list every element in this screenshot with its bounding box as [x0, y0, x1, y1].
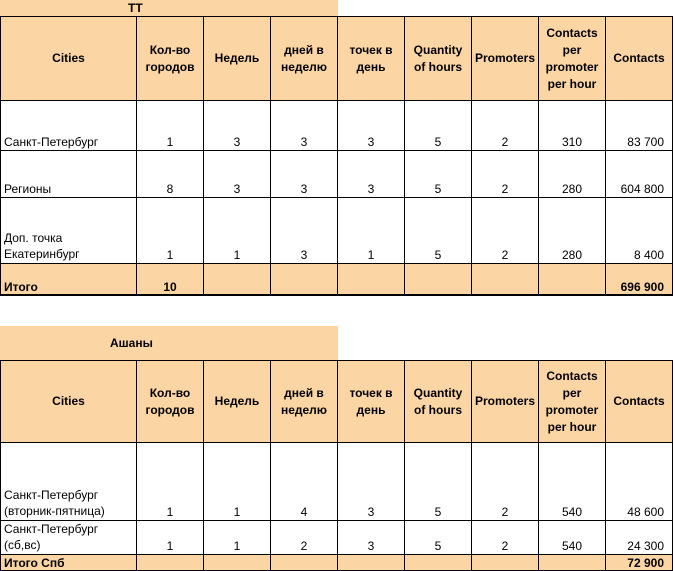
count-cell: 1 — [136, 520, 204, 555]
days-cell: 2 — [270, 520, 338, 555]
points-cell: 3 — [337, 100, 405, 151]
table-row: Санкт-Петербург 1 3 3 3 5 2 310 83 700 — [0, 100, 673, 151]
total-contacts: 72 900 — [605, 554, 673, 571]
hours-cell: 5 — [404, 442, 472, 521]
cph-cell: 310 — [538, 100, 606, 151]
header-contacts-per-hour: Contacts per promoter per hour — [538, 360, 606, 443]
tt-header-row: Cities Кол-во городов Недель дней в неде… — [0, 16, 673, 101]
header-points-per-day: точек в день — [337, 360, 405, 443]
contacts-cell: 83 700 — [605, 100, 673, 151]
cph-cell: 280 — [538, 197, 606, 264]
header-promoters: Promoters — [471, 360, 539, 443]
header-cities: Cities — [0, 16, 137, 101]
city-cell: Доп. точка Екатеринбург — [0, 197, 137, 264]
table-row: Санкт-Петербург (вторник-пятница) 1 1 4 … — [0, 442, 673, 521]
city-cell: Санкт-Петербург (сб,вс) — [0, 520, 137, 555]
contacts-cell: 604 800 — [605, 150, 673, 198]
count-cell: 1 — [136, 442, 204, 521]
city-cell: Регионы — [0, 150, 137, 198]
weeks-cell: 1 — [203, 197, 271, 264]
total-row: Итого 10 696 900 — [0, 263, 673, 296]
table-row: Доп. точка Екатеринбург 1 1 3 1 5 2 280 … — [0, 197, 673, 264]
city-cell: Санкт-Петербург (вторник-пятница) — [0, 442, 137, 521]
total-label: Итого Спб — [0, 554, 137, 571]
weeks-cell: 1 — [203, 442, 271, 521]
header-days-per-week: дней в неделю — [270, 360, 338, 443]
header-hours: Quantity of hours — [404, 360, 472, 443]
points-cell: 1 — [337, 197, 405, 264]
total-row: Итого Спб 72 900 — [0, 554, 673, 571]
count-cell: 1 — [136, 197, 204, 264]
hours-cell: 5 — [404, 520, 472, 555]
weeks-cell: 3 — [203, 150, 271, 198]
auchan-table: Cities Кол-во городов Недель дней в неде… — [0, 360, 673, 571]
tt-table: Cities Кол-во городов Недель дней в неде… — [0, 16, 673, 296]
header-cities: Cities — [0, 360, 137, 443]
weeks-cell: 3 — [203, 100, 271, 151]
points-cell: 3 — [337, 520, 405, 555]
header-points-per-day: точек в день — [337, 16, 405, 101]
days-cell: 3 — [270, 197, 338, 264]
header-contacts: Contacts — [605, 16, 673, 101]
count-cell: 8 — [136, 150, 204, 198]
weeks-cell: 1 — [203, 520, 271, 555]
points-cell: 3 — [337, 150, 405, 198]
days-cell: 3 — [270, 100, 338, 151]
header-days-per-week: дней в неделю — [270, 16, 338, 101]
header-cities-count: Кол-во городов — [136, 360, 204, 443]
days-cell: 3 — [270, 150, 338, 198]
hours-cell: 5 — [404, 100, 472, 151]
tt-section-title: ТТ — [0, 0, 338, 16]
city-cell: Санкт-Петербург — [0, 100, 137, 151]
header-contacts: Contacts — [605, 360, 673, 443]
contacts-cell: 24 300 — [605, 520, 673, 555]
header-promoters: Promoters — [471, 16, 539, 101]
total-count: 10 — [136, 263, 204, 296]
hours-cell: 5 — [404, 150, 472, 198]
contacts-cell: 8 400 — [605, 197, 673, 264]
header-hours: Quantity of hours — [404, 16, 472, 101]
promoters-cell: 2 — [471, 520, 539, 555]
promoters-cell: 2 — [471, 442, 539, 521]
promoters-cell: 2 — [471, 100, 539, 151]
hours-cell: 5 — [404, 197, 472, 264]
header-cities-count: Кол-во городов — [136, 16, 204, 101]
total-label: Итого — [0, 263, 137, 296]
cph-cell: 280 — [538, 150, 606, 198]
days-cell: 4 — [270, 442, 338, 521]
points-cell: 3 — [337, 442, 405, 521]
auchan-header-row: Cities Кол-во городов Недель дней в неде… — [0, 360, 673, 443]
count-cell: 1 — [136, 100, 204, 151]
header-weeks: Недель — [203, 16, 271, 101]
header-contacts-per-hour: Contacts per promoter per hour — [538, 16, 606, 101]
promoters-cell: 2 — [471, 150, 539, 198]
table-row: Санкт-Петербург (сб,вс) 1 1 2 3 5 2 540 … — [0, 520, 673, 555]
cph-cell: 540 — [538, 520, 606, 555]
promoters-cell: 2 — [471, 197, 539, 264]
contacts-cell: 48 600 — [605, 442, 673, 521]
cph-cell: 540 — [538, 442, 606, 521]
auchan-section-title: Ашаны — [0, 326, 338, 360]
total-contacts: 696 900 — [605, 263, 673, 296]
header-weeks: Недель — [203, 360, 271, 443]
table-row: Регионы 8 3 3 3 5 2 280 604 800 — [0, 150, 673, 198]
